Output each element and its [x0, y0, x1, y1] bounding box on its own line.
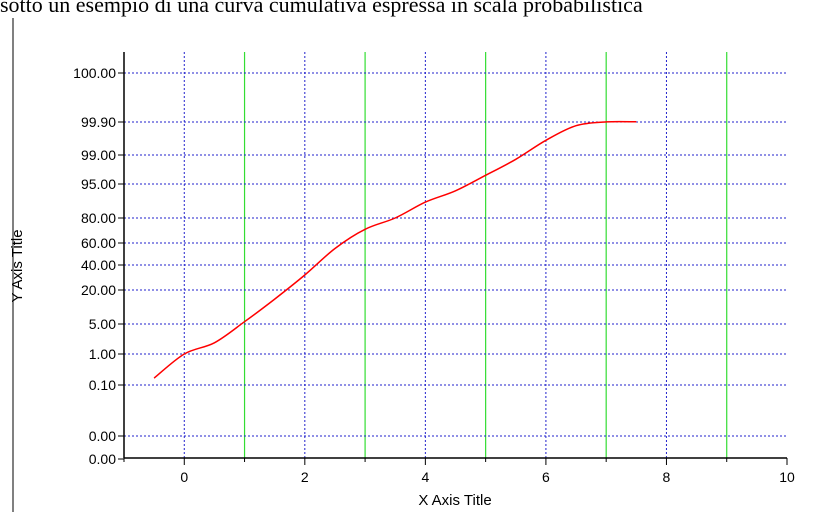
x-tick-label: 10	[779, 469, 795, 485]
y-tick-label: 99.90	[81, 114, 116, 130]
y-tick-label: 60.00	[81, 235, 116, 251]
axes	[123, 52, 787, 459]
series-curve	[153, 120, 637, 379]
major-grid	[124, 52, 787, 458]
x-tick-label: 4	[421, 469, 429, 485]
x-tick-label: 8	[663, 469, 671, 485]
minor-grid	[243, 52, 728, 458]
x-axis-title: X Axis Title	[418, 492, 491, 509]
x-ticks: 0 2 4 6 8 10	[123, 458, 795, 485]
x-tick-label: 0	[180, 469, 188, 485]
y-tick-label: 80.00	[81, 210, 116, 226]
y-tick-label: 0.10	[89, 377, 116, 393]
y-tick-label: 40.00	[81, 257, 116, 273]
y-tick-label: 95.00	[81, 176, 116, 192]
page-caption: sotto un esempio di una curva cumulativa…	[0, 0, 643, 17]
y-tick-label: 0.00	[89, 451, 116, 467]
y-tick-label: 20.00	[81, 282, 116, 298]
y-tick-label: 5.00	[89, 316, 116, 332]
y-tick-label: 99.00	[81, 147, 116, 163]
y-ticks: 0.00 0.00 0.10 1.00 5.00 20.00 40.00 60.00 80.00…	[73, 65, 124, 467]
y-axis-title: Y Axis Title	[9, 229, 26, 302]
y-tick-label: 0.00	[89, 428, 116, 444]
y-tick-label: 100.00	[73, 65, 116, 81]
y-tick-label: 1.00	[89, 346, 116, 362]
x-tick-label: 6	[542, 469, 550, 485]
x-tick-label: 2	[301, 469, 309, 485]
